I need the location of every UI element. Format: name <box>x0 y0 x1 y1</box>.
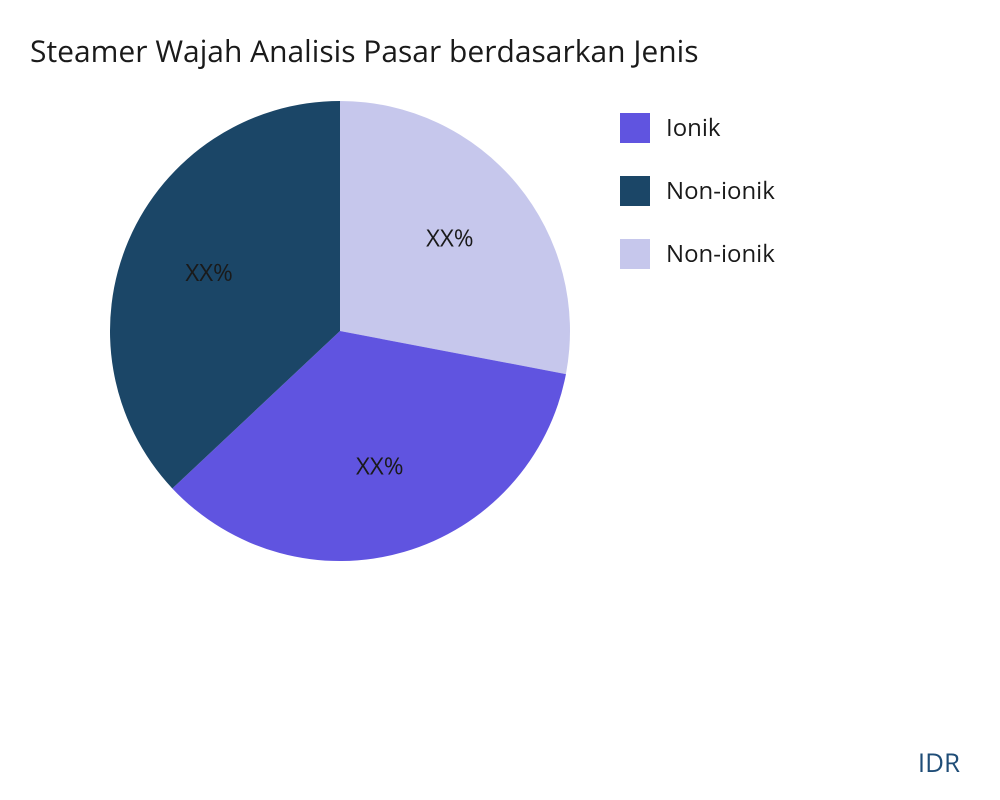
pie-slice-label: XX% <box>356 449 404 482</box>
pie-slice-label: XX% <box>185 256 233 289</box>
pie-svg: XX% XX% XX% <box>110 101 570 561</box>
chart-area: XX% XX% XX% Ionik Non-ionik Non-ionik <box>30 101 970 561</box>
legend-swatch <box>620 113 650 143</box>
legend-label: Non-ionik <box>666 237 775 270</box>
legend-swatch <box>620 239 650 269</box>
legend-item: Non-ionik <box>620 237 775 270</box>
legend: Ionik Non-ionik Non-ionik <box>620 101 775 270</box>
legend-item: Non-ionik <box>620 174 775 207</box>
pie-slice-label: XX% <box>426 222 474 255</box>
legend-label: Non-ionik <box>666 174 775 207</box>
chart-title: Steamer Wajah Analisis Pasar berdasarkan… <box>30 30 970 71</box>
legend-swatch <box>620 176 650 206</box>
footer-currency-label: IDR <box>918 744 960 780</box>
pie-chart: XX% XX% XX% <box>110 101 570 561</box>
legend-label: Ionik <box>666 111 721 144</box>
legend-item: Ionik <box>620 111 775 144</box>
